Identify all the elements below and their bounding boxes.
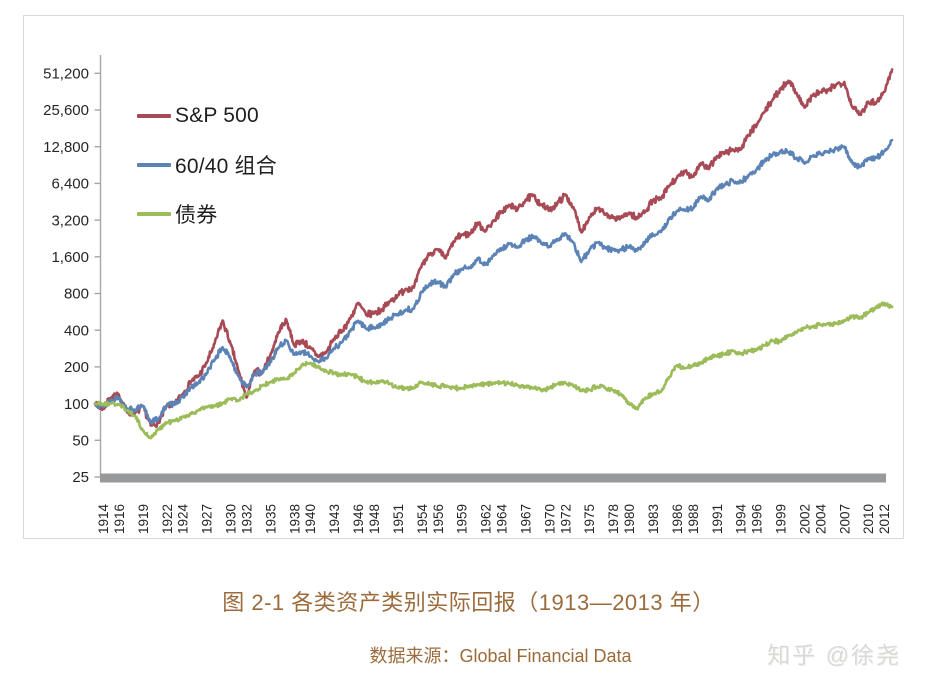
x-tick-label: 2004	[813, 503, 828, 534]
x-tick-label: 1975	[582, 504, 597, 534]
x-tick-label: 1930	[224, 504, 239, 534]
legend-item-6040: 60/40 组合	[137, 151, 277, 179]
y-tick-label: 25	[72, 469, 89, 486]
y-tick-label: 51,200	[43, 66, 89, 83]
legend-line-sp500-swatch	[137, 114, 171, 118]
x-tick-label: 1940	[303, 504, 318, 534]
x-tick-label: 1948	[367, 504, 382, 534]
y-tick-label: 25,600	[43, 102, 89, 119]
x-tick-label: 1943	[327, 504, 342, 534]
legend: S&P 500 60/40 组合 债券	[137, 102, 277, 228]
x-tick-label: 1959	[455, 504, 470, 534]
x-tick-label: 1932	[240, 504, 255, 534]
y-tick-label: 3,200	[51, 212, 89, 229]
x-tick-label: 1954	[415, 503, 430, 534]
chart-frame	[23, 15, 904, 539]
series-line-sp500	[93, 68, 894, 429]
x-tick-label: 1978	[606, 504, 621, 534]
x-axis-baseline-bar	[100, 473, 886, 483]
x-tick-label: 1935	[263, 504, 278, 534]
series-line-bonds	[93, 301, 894, 440]
legend-label-6040: 60/40 组合	[175, 155, 277, 178]
x-tick-label: 1956	[431, 504, 446, 534]
x-tick-label: 2002	[797, 504, 812, 534]
legend-item-sp500: S&P 500	[137, 102, 277, 130]
y-tick-label: 6,400	[51, 176, 89, 193]
legend-item-bonds: 债券	[137, 200, 277, 228]
data-source-note: 数据来源：Global Financial Data	[369, 646, 632, 666]
x-tick-label: 1988	[686, 504, 701, 534]
y-tick-label: 1,600	[51, 249, 89, 266]
x-tick-label: 1996	[750, 504, 765, 534]
series-line-6040	[93, 138, 894, 425]
x-tick-label: 1970	[542, 504, 557, 534]
x-tick-label: 1967	[519, 504, 534, 534]
x-tick-label: 1914	[96, 503, 111, 534]
y-tick-label: 100	[64, 396, 89, 413]
x-tick-label: 2012	[877, 504, 892, 534]
legend-label-bonds: 债券	[175, 204, 218, 227]
x-tick-label: 1946	[351, 504, 366, 534]
x-tick-label: 2010	[861, 504, 876, 534]
legend-label-sp500: S&P 500	[175, 104, 259, 127]
x-tick-label: 1927	[200, 504, 215, 534]
x-tick-label: 1972	[558, 504, 573, 534]
y-tick-label: 12,800	[43, 139, 89, 156]
x-tick-label: 1980	[622, 504, 637, 534]
x-tick-label: 1916	[112, 504, 127, 534]
y-tick-label: 800	[64, 286, 89, 303]
x-tick-label: 1951	[391, 504, 406, 534]
x-tick-label: 1986	[670, 504, 685, 534]
legend-line-6040-swatch	[137, 163, 171, 167]
x-tick-label: 1938	[287, 504, 302, 534]
chart-caption: 图 2-1 各类资产类别实际回报（1913—2013 年）	[222, 590, 715, 615]
x-tick-label: 1922	[160, 504, 175, 534]
x-tick-label: 2007	[837, 504, 852, 534]
x-tick-label: 1924	[176, 503, 191, 534]
x-tick-label: 1991	[710, 504, 725, 534]
x-tick-label: 1999	[774, 504, 789, 534]
x-tick-label: 1964	[495, 503, 510, 534]
x-tick-label: 1962	[479, 504, 494, 534]
x-tick-label: 1983	[646, 504, 661, 534]
zhihu-watermark: 知乎 @徐尧	[767, 642, 901, 668]
y-tick-label: 400	[64, 322, 89, 339]
y-tick-label: 200	[64, 359, 89, 376]
x-tick-label: 1994	[734, 503, 749, 534]
legend-line-bonds-swatch	[137, 212, 171, 216]
y-tick-label: 50	[72, 433, 89, 450]
x-tick-label: 1919	[136, 504, 151, 534]
